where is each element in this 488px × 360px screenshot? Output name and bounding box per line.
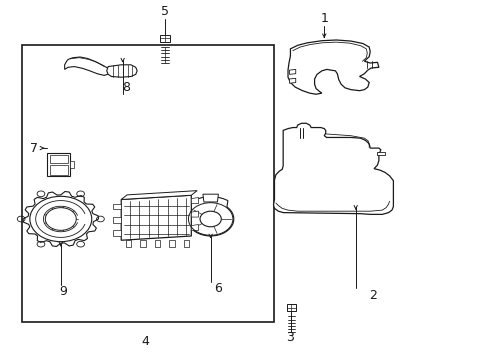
- Polygon shape: [113, 230, 121, 236]
- Text: 8: 8: [122, 81, 130, 94]
- Bar: [22, 45, 273, 322]
- Polygon shape: [289, 78, 295, 83]
- Polygon shape: [191, 225, 198, 230]
- Polygon shape: [287, 40, 378, 94]
- Polygon shape: [154, 240, 160, 247]
- Text: 3: 3: [286, 331, 294, 344]
- Polygon shape: [47, 153, 70, 176]
- Polygon shape: [183, 240, 189, 247]
- Polygon shape: [203, 194, 218, 202]
- Polygon shape: [140, 240, 145, 247]
- Text: 9: 9: [59, 285, 67, 298]
- Polygon shape: [50, 155, 68, 163]
- Polygon shape: [289, 69, 295, 75]
- Polygon shape: [160, 35, 169, 42]
- Polygon shape: [70, 161, 74, 168]
- Polygon shape: [377, 152, 384, 155]
- Text: 2: 2: [368, 289, 376, 302]
- Polygon shape: [121, 191, 197, 199]
- Polygon shape: [113, 217, 121, 223]
- Polygon shape: [23, 192, 98, 247]
- Polygon shape: [64, 57, 111, 76]
- Text: 4: 4: [141, 335, 149, 348]
- Polygon shape: [187, 197, 233, 236]
- Polygon shape: [169, 240, 175, 247]
- Polygon shape: [121, 195, 191, 240]
- Text: 1: 1: [320, 12, 327, 25]
- Polygon shape: [273, 123, 393, 215]
- Polygon shape: [191, 211, 198, 217]
- Polygon shape: [177, 215, 185, 222]
- Text: 7: 7: [30, 141, 38, 154]
- Polygon shape: [286, 304, 296, 311]
- Polygon shape: [113, 204, 121, 210]
- Polygon shape: [50, 165, 68, 175]
- Polygon shape: [106, 65, 137, 77]
- Text: 5: 5: [161, 5, 168, 18]
- Text: 6: 6: [214, 282, 222, 294]
- Polygon shape: [191, 198, 198, 203]
- Polygon shape: [125, 240, 131, 247]
